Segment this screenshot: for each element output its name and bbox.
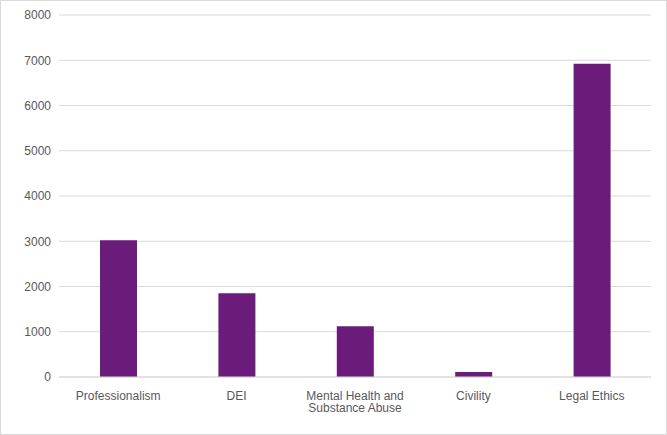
svg-text:5000: 5000 [24, 144, 51, 158]
svg-text:Professionalism: Professionalism [76, 389, 161, 403]
svg-text:Legal Ethics: Legal Ethics [559, 389, 624, 403]
svg-text:Civility: Civility [456, 389, 491, 403]
svg-text:Mental Health andSubstance Abu: Mental Health andSubstance Abuse [306, 389, 403, 415]
svg-text:2000: 2000 [24, 280, 51, 294]
svg-text:8000: 8000 [24, 8, 51, 22]
svg-text:4000: 4000 [24, 189, 51, 203]
svg-text:3000: 3000 [24, 235, 51, 249]
svg-text:6000: 6000 [24, 99, 51, 113]
svg-text:0: 0 [44, 370, 51, 384]
svg-text:7000: 7000 [24, 54, 51, 68]
svg-text:1000: 1000 [24, 325, 51, 339]
svg-text:DEI: DEI [227, 389, 247, 403]
